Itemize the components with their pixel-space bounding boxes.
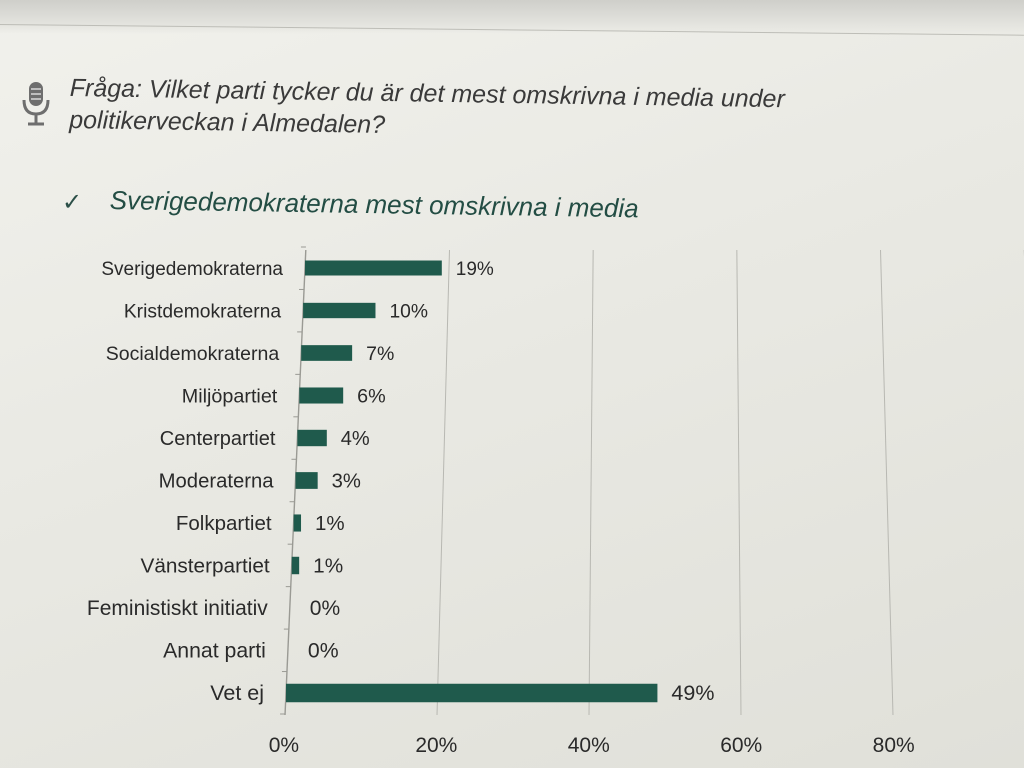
value-label: 3% (332, 471, 361, 493)
category-label: Annat parti (163, 639, 266, 663)
page-top-edge (0, 0, 1024, 34)
category-label: Kristdemokraterna (124, 302, 282, 323)
category-label: Feministiskt initiativ (87, 597, 268, 620)
gridlines (280, 246, 1024, 716)
gridline (880, 249, 894, 716)
microphone-icon (22, 82, 50, 126)
category-labels: Sverigedemokraterna Kristdemokraterna Soci… (87, 259, 284, 705)
value-label: 19% (456, 259, 494, 280)
bar (291, 556, 300, 575)
bar (305, 260, 442, 276)
category-label: Socialdemokraterna (106, 343, 280, 365)
category-label: Miljöpartiet (182, 386, 278, 408)
category-label: Folkpartiet (176, 512, 272, 535)
gridline (736, 249, 742, 716)
value-label: 0% (308, 639, 339, 663)
bar (293, 514, 302, 532)
value-label: 6% (357, 386, 386, 408)
value-label: 4% (341, 428, 370, 450)
category-label: Moderaterna (159, 471, 275, 493)
x-tick-label: 80% (873, 734, 915, 757)
bar (299, 387, 344, 404)
value-label: 1% (313, 555, 343, 578)
value-label: 10% (389, 302, 428, 323)
x-tick-labels: 0% 20% 40% 60% 80% (269, 734, 915, 757)
checkmark-icon: ✓ (62, 189, 83, 216)
value-label: 7% (366, 343, 394, 365)
value-label: 1% (315, 512, 345, 535)
gridline (588, 249, 594, 716)
gridline (436, 249, 450, 716)
value-label: 0% (310, 597, 340, 620)
category-label: Sverigedemokraterna (101, 259, 283, 280)
category-label: Centerpartiet (160, 428, 276, 450)
bars (286, 260, 658, 703)
bar (286, 683, 658, 703)
x-tick-label: 40% (568, 734, 610, 757)
bar (301, 345, 353, 361)
value-labels: 19% 10% 7% 6% 4% 3% 1% 1% 0% 0% 49% (308, 259, 715, 705)
bar (295, 472, 318, 489)
x-tick-label: 20% (415, 734, 457, 757)
value-label: 49% (671, 681, 714, 705)
x-tick-label: 0% (269, 734, 299, 757)
x-tick-label: 60% (720, 734, 762, 757)
category-label: Vet ej (210, 681, 264, 705)
bar (303, 302, 376, 319)
bar (297, 429, 327, 447)
category-label: Vänsterpartiet (141, 555, 270, 578)
zero-axis (284, 249, 307, 716)
